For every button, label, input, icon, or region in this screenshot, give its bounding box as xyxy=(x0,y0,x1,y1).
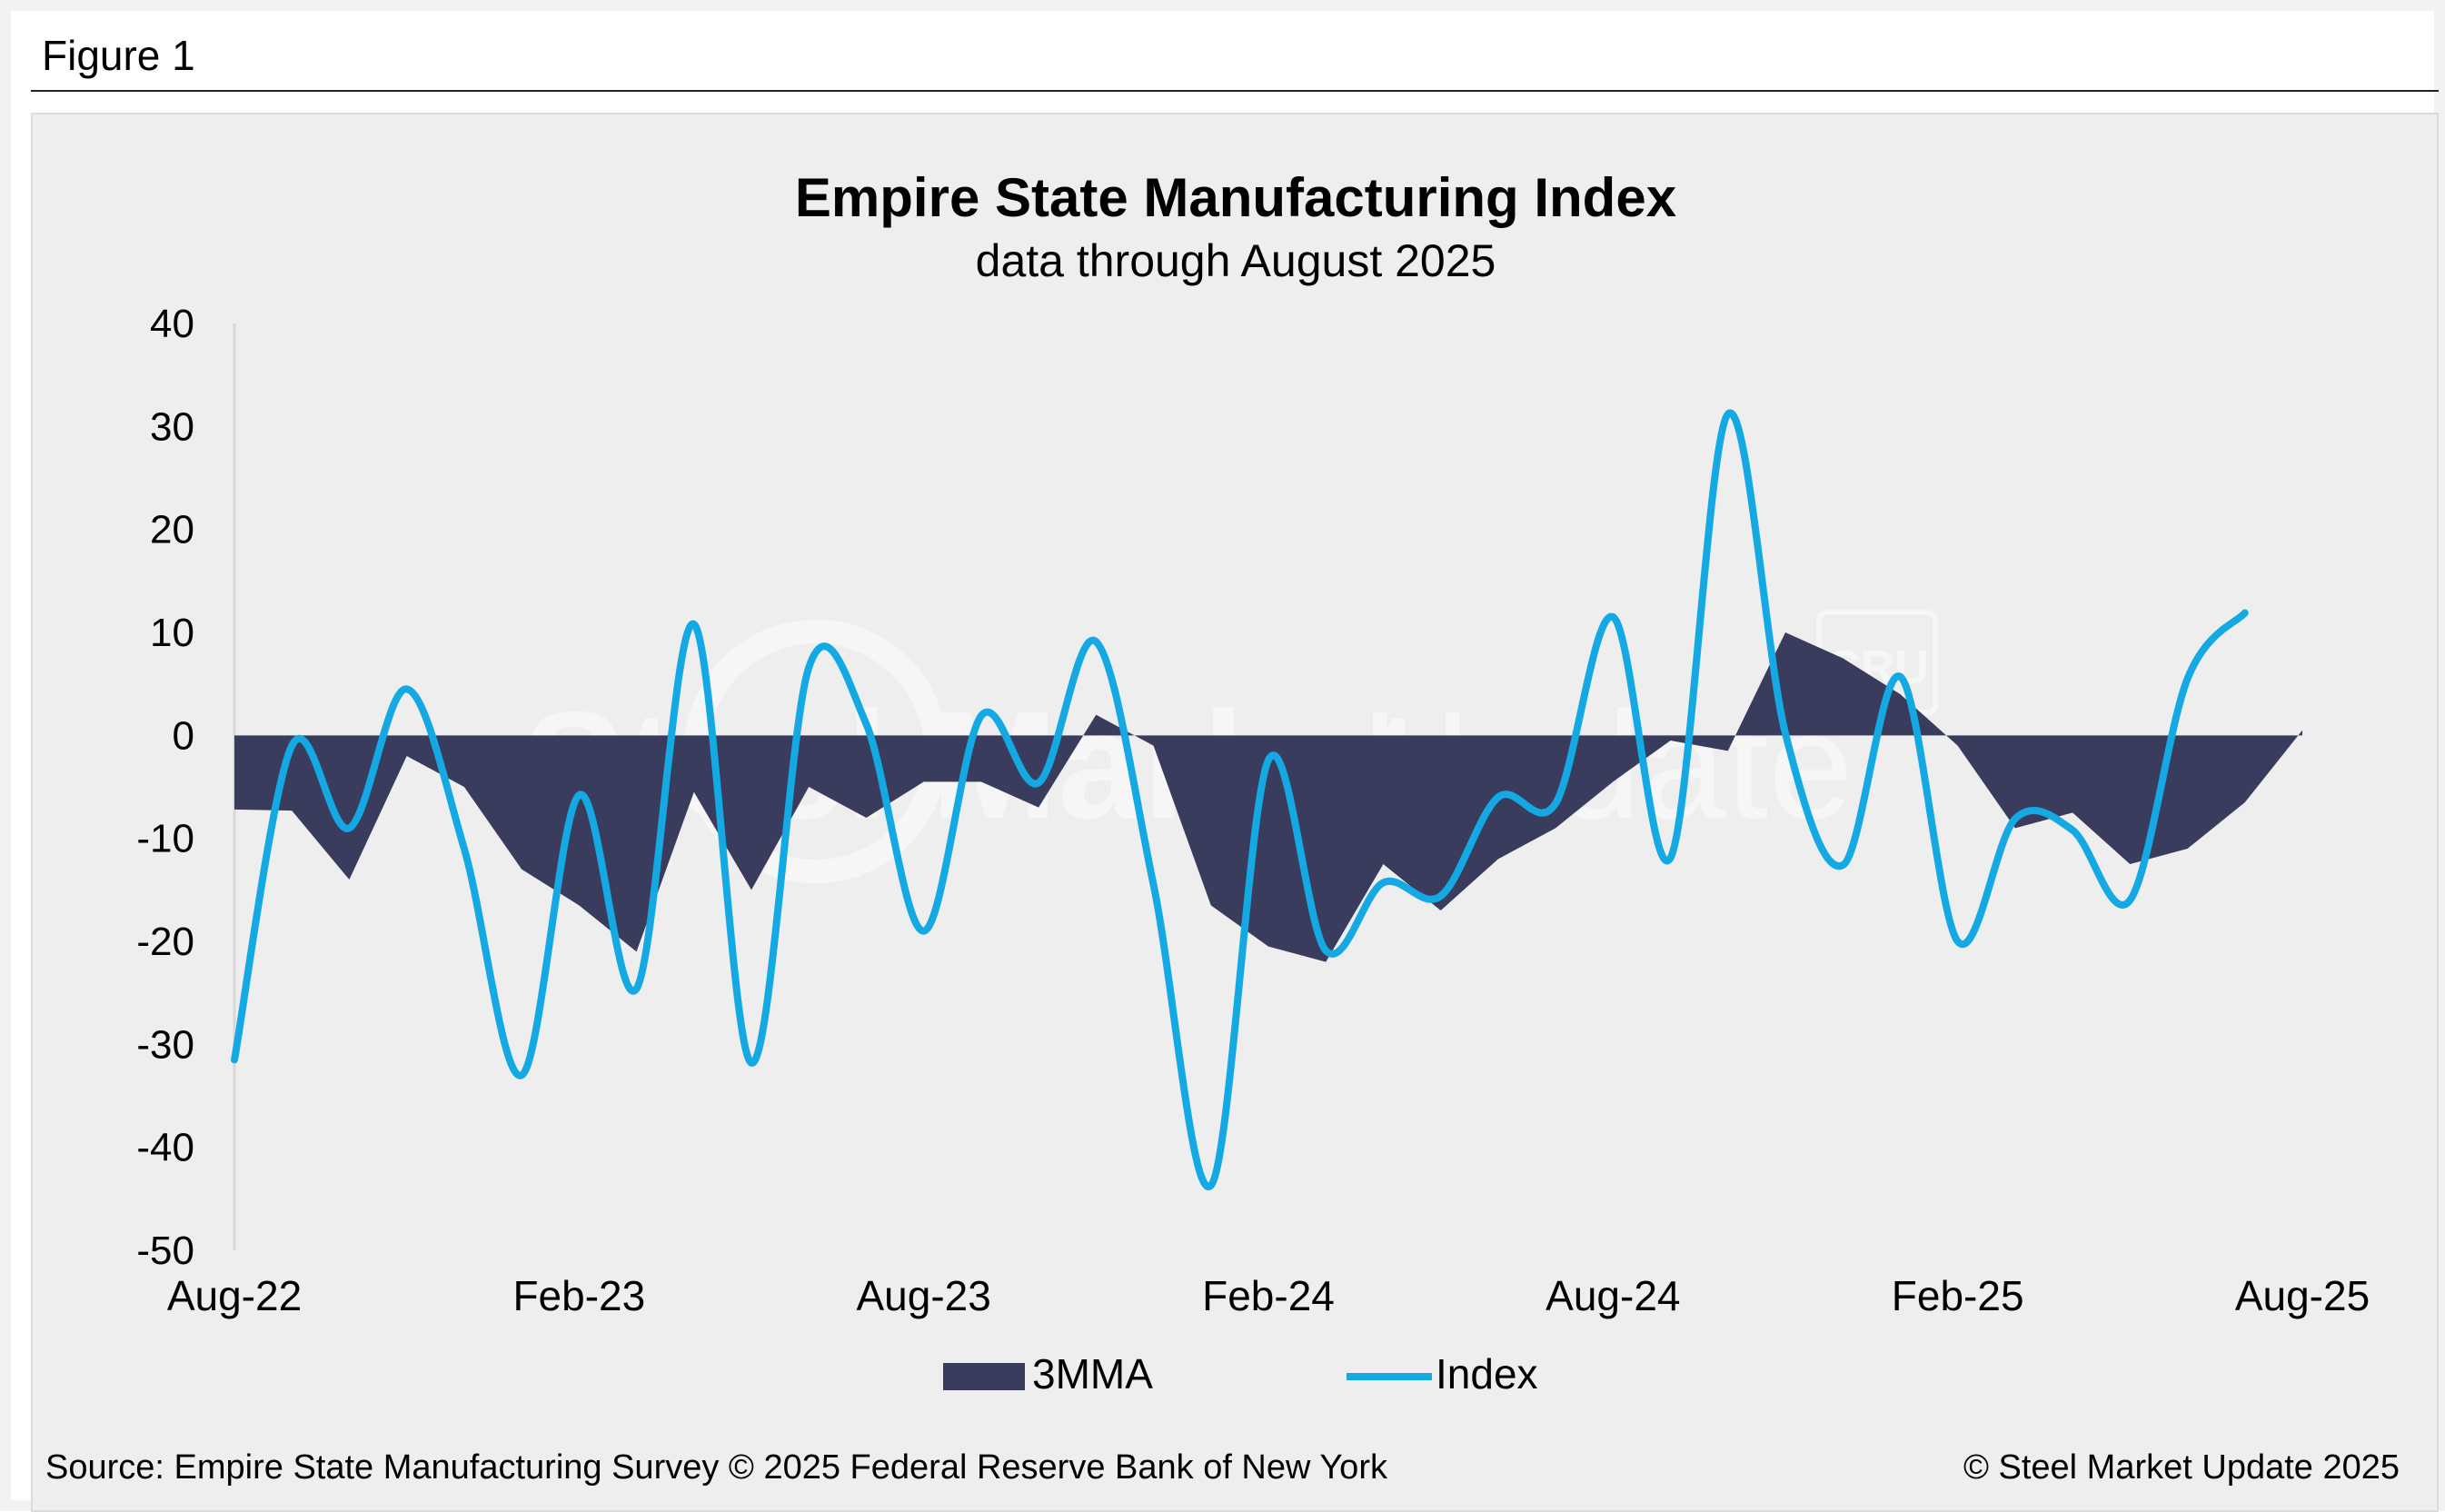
chart-svg: Steel Market Update CRU Empire State Man… xyxy=(136,167,2370,1398)
y-tick-label: 40 xyxy=(150,302,194,346)
y-tick-label: -20 xyxy=(136,920,194,964)
x-tick-label: Aug-24 xyxy=(1546,1272,1680,1319)
index-point-mar-24 xyxy=(1321,946,1330,955)
index-point-mar-23 xyxy=(632,984,641,993)
figure-divider xyxy=(31,90,2439,92)
figure-label: Figure 1 xyxy=(42,32,195,79)
index-point-feb-24 xyxy=(1264,756,1273,765)
x-tick-label: Aug-25 xyxy=(2235,1272,2370,1319)
series-3mma-area xyxy=(234,632,2302,962)
x-tick-label: Feb-23 xyxy=(512,1272,645,1319)
chart-subtitle: data through August 2025 xyxy=(976,235,1496,286)
index-point-jul-24 xyxy=(1551,799,1560,808)
index-point-apr-25 xyxy=(2068,826,2077,835)
index-point-jun-25 xyxy=(2183,674,2192,683)
index-point-jan-24 xyxy=(1207,1181,1216,1190)
legend: 3MMA Index xyxy=(943,1350,1538,1398)
index-point-sep-23 xyxy=(977,711,986,721)
y-tick-labels: 40 30 20 10 0 -10 -20 -30 -40 -50 xyxy=(136,302,194,1273)
index-point-feb-23 xyxy=(574,791,583,800)
index-point-may-23 xyxy=(747,1059,756,1068)
x-tick-labels: Aug-22 Feb-23 Aug-23 Feb-24 Aug-24 Feb-25 Aug-… xyxy=(167,1272,2370,1319)
index-point-apr-24 xyxy=(1378,878,1387,887)
copyright-note: © Steel Market Update 2025 xyxy=(1963,1448,2400,1487)
index-point-nov-24 xyxy=(1781,729,1790,738)
y-tick-label: 0 xyxy=(173,713,194,758)
index-point-sep-22 xyxy=(287,741,296,751)
index-point-oct-23 xyxy=(1034,778,1043,787)
index-point-aug-24 xyxy=(1608,612,1617,622)
y-tick-label: -30 xyxy=(136,1022,194,1067)
index-point-jun-24 xyxy=(1494,792,1503,801)
index-point-nov-23 xyxy=(1091,637,1100,646)
y-tick-label: -40 xyxy=(136,1126,194,1170)
chart-title: Empire State Manufacturing Index xyxy=(795,167,1676,228)
series-index-line xyxy=(231,409,2249,1191)
index-point-may-24 xyxy=(1436,891,1446,900)
index-point-jan-25 xyxy=(1895,672,1904,681)
x-tick-label: Aug-22 xyxy=(167,1272,302,1319)
y-tick-label: 20 xyxy=(150,508,194,552)
index-point-apr-23 xyxy=(690,620,699,629)
index-point-feb-25 xyxy=(1953,937,1963,946)
index-point-may-25 xyxy=(2125,896,2134,905)
x-tick-label: Aug-23 xyxy=(856,1272,990,1319)
y-tick-label: 10 xyxy=(150,611,194,655)
index-point-aug-22 xyxy=(230,1055,239,1064)
chart-panel: Steel Market Update CRU Empire State Man… xyxy=(31,113,2439,1512)
index-point-oct-24 xyxy=(1724,410,1733,419)
y-tick-label: 30 xyxy=(150,404,194,449)
x-tick-label: Feb-24 xyxy=(1202,1272,1335,1319)
legend-index-label: Index xyxy=(1436,1350,1538,1398)
index-point-oct-22 xyxy=(344,823,353,832)
index-point-nov-22 xyxy=(403,684,412,693)
index-point-jul-23 xyxy=(861,720,870,729)
source-note: Source: Empire State Manufacturing Surve… xyxy=(45,1448,1387,1487)
index-point-jan-23 xyxy=(517,1070,526,1079)
mma-area-layer xyxy=(234,632,2302,962)
index-point-aug-23 xyxy=(919,927,929,936)
index-point-jun-23 xyxy=(804,663,813,672)
legend-3mma-swatch xyxy=(943,1363,1025,1390)
x-tick-label: Feb-25 xyxy=(1892,1272,2024,1319)
index-point-mar-25 xyxy=(2011,814,2020,823)
legend-3mma-label: 3MMA xyxy=(1032,1350,1153,1398)
index-line-layer xyxy=(231,409,2249,1191)
index-point-jul-25 xyxy=(2241,608,2250,617)
index-point-dec-23 xyxy=(1149,880,1158,890)
index-point-dec-22 xyxy=(460,844,469,853)
index-point-sep-24 xyxy=(1666,853,1675,862)
y-tick-label: -10 xyxy=(136,817,194,861)
y-tick-label: -50 xyxy=(136,1228,194,1273)
index-point-dec-24 xyxy=(1838,860,1847,870)
